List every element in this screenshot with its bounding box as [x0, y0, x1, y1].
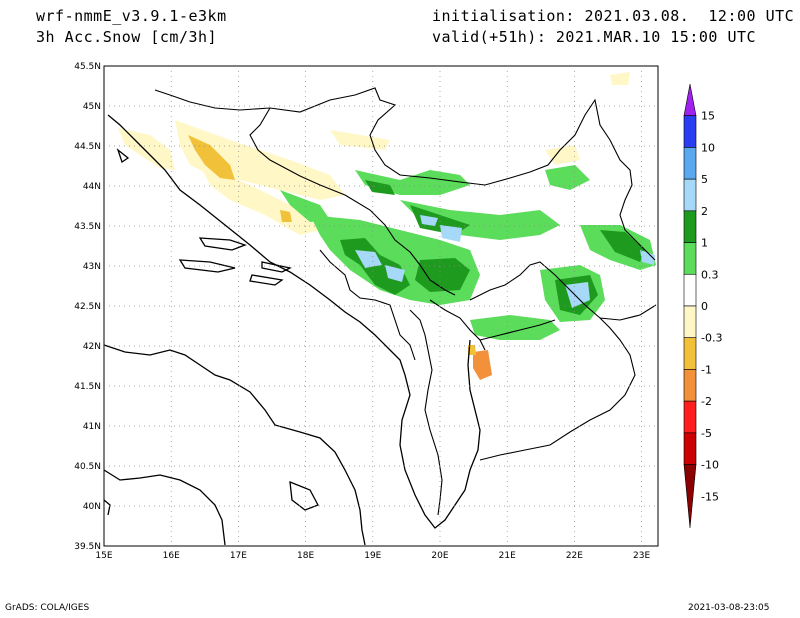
- lon-label: 21E: [499, 551, 516, 561]
- coastlines: [103, 114, 481, 546]
- lat-label: 45N: [83, 102, 101, 112]
- colorbar-label: 15: [701, 110, 715, 123]
- snow-area-darkgreen: [415, 258, 470, 292]
- lat-label: 41N: [83, 422, 101, 432]
- snow-area-orange: [473, 350, 492, 380]
- colorbar-swatch: [683, 337, 697, 370]
- colorbar-swatch: [683, 178, 697, 212]
- colorbar-label: 1: [701, 237, 708, 250]
- footer-credit: GrADS: COLA/IGES: [5, 603, 90, 613]
- colorbar-swatch: [683, 432, 697, 465]
- colorbar-label: 5: [701, 173, 708, 186]
- lat-label: 45.5N: [74, 62, 101, 72]
- lat-label: 40.5N: [74, 462, 101, 472]
- snow-area-blue: [355, 250, 382, 268]
- snow-area-blue: [385, 265, 405, 282]
- lat-label: 41.5N: [74, 382, 101, 392]
- colorbar-swatch: [683, 400, 697, 434]
- snow-area-light: [330, 130, 390, 150]
- snow-area-moderate: [280, 210, 292, 222]
- init-time: initialisation: 2021.03.08. 12:00 UTC: [432, 7, 795, 25]
- colorbar-label: -1: [701, 363, 712, 376]
- snow-area-green: [545, 165, 590, 190]
- snow-area-blue: [440, 225, 462, 242]
- snow-area-light: [175, 120, 345, 200]
- colorbar-swatch: [683, 115, 697, 148]
- colorbar-label: -2: [701, 395, 712, 408]
- colorbar-label: -10: [701, 459, 719, 472]
- longitude-labels: 15E 16E 17E 18E 19E 20E 21E 22E 23E: [95, 551, 650, 561]
- lat-label: 43N: [83, 262, 101, 272]
- colorbar-swatch: [683, 273, 697, 307]
- lat-label: 44.5N: [74, 142, 101, 152]
- lon-label: 16E: [163, 551, 180, 561]
- snow-field: [118, 72, 656, 380]
- lat-label: 43.5N: [74, 222, 101, 232]
- colorbar: 15 10 5 2 1 0.3 0 -0.3 -1 -2 -5 -10 -15: [683, 83, 722, 529]
- country-borders: [154, 87, 657, 516]
- colorbar-swatch: [683, 464, 697, 529]
- lat-label: 40N: [83, 502, 101, 512]
- colorbar-swatch: [683, 210, 697, 243]
- lon-label: 22E: [566, 551, 583, 561]
- snow-area-light: [545, 145, 580, 165]
- colorbar-label: -5: [701, 427, 712, 440]
- lon-label: 15E: [95, 551, 112, 561]
- lat-label: 42.5N: [74, 302, 101, 312]
- colorbar-label: -15: [701, 490, 719, 503]
- snow-area-light: [118, 128, 175, 170]
- colorbar-swatch: [683, 242, 697, 275]
- lon-label: 19E: [364, 551, 381, 561]
- lat-label: 44N: [83, 182, 101, 192]
- colorbar-label: 2: [701, 205, 708, 218]
- snow-area-blue: [640, 250, 655, 265]
- variable-title: 3h Acc.Snow [cm/3h]: [36, 28, 218, 46]
- model-title: wrf-nmmE_v3.9.1-e3km: [36, 7, 227, 25]
- snow-area-green: [470, 315, 560, 340]
- latitude-labels: 45.5N 45N 44.5N 44N 43.5N 43N 42.5N 42N 41.5N 41N…: [74, 62, 101, 552]
- lat-label: 42N: [83, 342, 101, 352]
- colorbar-swatch: [683, 305, 697, 339]
- snow-area-darkgreen: [600, 230, 645, 262]
- colorbar-label: 0: [701, 300, 708, 313]
- snow-area-blue: [420, 215, 438, 226]
- colorbar-swatch: [683, 147, 697, 180]
- colorbar-swatch: [683, 369, 697, 402]
- colorbar-swatch: [683, 83, 697, 117]
- valid-time: valid(+51h): 2021.MAR.10 15:00 UTC: [432, 28, 757, 46]
- gridlines: [104, 66, 658, 546]
- lon-label: 20E: [431, 551, 448, 561]
- snow-area-green: [400, 200, 560, 240]
- lon-label: 23E: [633, 551, 650, 561]
- snow-area-blue: [565, 282, 590, 308]
- lon-label: 18E: [297, 551, 314, 561]
- footer-timestamp: 2021-03-08-23:05: [688, 603, 770, 613]
- colorbar-label: -0.3: [701, 332, 722, 345]
- lon-label: 17E: [230, 551, 247, 561]
- snow-area-green: [280, 190, 330, 222]
- colorbar-label: 10: [701, 141, 715, 154]
- snow-area-light: [610, 72, 630, 85]
- colorbar-label: 0.3: [701, 268, 719, 281]
- lat-label: 39.5N: [74, 542, 101, 552]
